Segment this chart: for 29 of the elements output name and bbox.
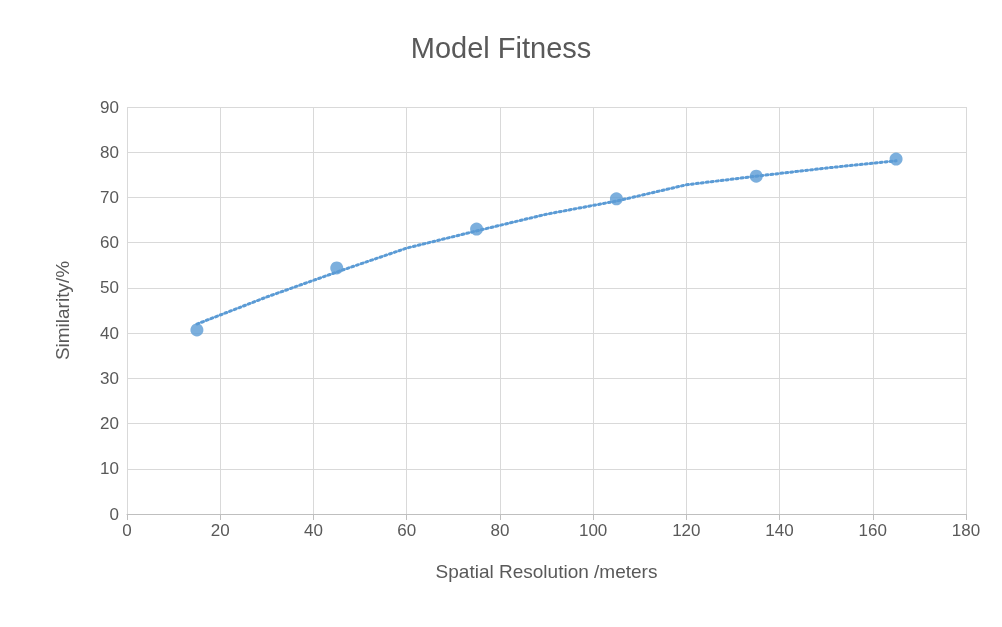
x-tick-label: 100 (578, 521, 608, 540)
x-axis-title: Spatial Resolution /meters (435, 561, 658, 582)
y-axis-title: Similarity/% (52, 260, 73, 361)
x-tick-label: 40 (303, 521, 323, 540)
y-tick-label: 0 (109, 504, 119, 524)
y-tick-label: 30 (100, 368, 119, 388)
x-tick-label: 120 (672, 521, 701, 540)
x-tick-label: 180 (951, 521, 981, 540)
point (330, 261, 344, 275)
x-tick-label: 60 (397, 521, 417, 540)
y-tick-label: 10 (100, 459, 119, 479)
y-tick-label: 90 (100, 97, 119, 117)
x-tick-label: 160 (858, 521, 887, 540)
y-tick-label: 70 (100, 187, 119, 207)
y-tick-label: 50 (100, 278, 119, 298)
point (190, 323, 204, 337)
y-tick-label: 60 (100, 233, 119, 253)
x-tick-label: 20 (210, 521, 230, 540)
point (749, 169, 763, 183)
chart-title: Model Fitness (410, 31, 592, 64)
y-tick-label: 40 (100, 323, 119, 343)
x-tick-label: 140 (765, 521, 794, 540)
x-tick-label: 0 (122, 521, 132, 540)
x-tick-label: 80 (490, 521, 510, 540)
y-tick-label: 80 (100, 142, 119, 162)
point (470, 222, 484, 236)
point (609, 192, 623, 206)
y-tick-label: 20 (100, 414, 119, 434)
point (889, 152, 903, 166)
